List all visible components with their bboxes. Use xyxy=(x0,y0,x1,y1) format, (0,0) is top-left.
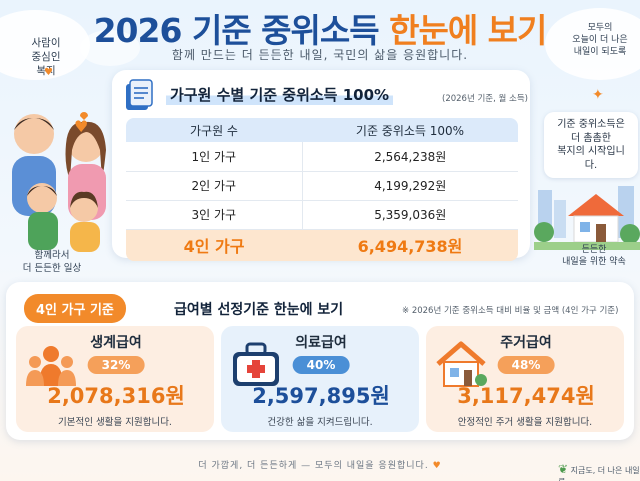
sparkle-icon: ✦ xyxy=(592,87,604,103)
table-header-row: 가구원 수 기준 중위소득 100% xyxy=(126,118,518,142)
page-subtitle: 함께 만드는 더 든든한 내일, 국민의 삶을 응원합니다. xyxy=(171,48,469,62)
benefit-percent-badge: 32% xyxy=(87,356,145,374)
top-left-note: 사람이 중심인 복지 xyxy=(31,37,61,78)
column-header: 기준 중위소득 100% xyxy=(302,118,518,142)
top-right-note: 모두의 오늘이 더 나은 내일이 되도록 xyxy=(572,23,628,58)
title-year: 2026 xyxy=(93,11,183,50)
cloud-decoration xyxy=(0,10,90,80)
footer-text: 더 가깝게, 더 든든하게 — 모두의 내일을 응원합니다. ♥ xyxy=(0,458,640,471)
benefit-card: 4인 가구 기준 급여별 선정기준 한눈에 보기 ※ 2026년 기준 중위소득… xyxy=(6,282,634,440)
right-speech-bubble: 기준 중위소득은 더 촘촘한 복지의 시작입니다. xyxy=(544,112,638,178)
table-row: 2인 가구 4,199,292원 xyxy=(126,171,518,201)
benefit-description: 건강한 삶을 지켜드립니다. xyxy=(267,417,373,428)
table-row: 3인 가구 5,359,036원 xyxy=(126,200,518,230)
benefit-section-title: 급여별 선정기준 한눈에 보기 xyxy=(174,302,344,318)
income-amount: 5,359,036원 xyxy=(302,200,518,230)
income-section-note: (2026년 기준, 월 소득) xyxy=(442,94,528,104)
cloud-decoration xyxy=(545,8,640,80)
benefit-percent-badge: 48% xyxy=(497,356,555,374)
footer-message: 더 가깝게, 더 든든하게 — 모두의 내일을 응원합니다. xyxy=(198,461,429,471)
medical-kit-icon xyxy=(233,342,279,386)
benefit-percent-badge: 40% xyxy=(292,356,350,374)
benefit-section-note: ※ 2026년 기준 중위소득 대비 비율 및 금액 (4인 가구 기준) xyxy=(402,306,619,316)
income-amount: 4,199,292원 xyxy=(302,171,518,201)
footer-right-note: ❦ 지금도, 더 나은 내일로 xyxy=(558,462,640,481)
benefit-name: 의료급여 xyxy=(295,335,347,351)
title-main: 기준 중위소득 xyxy=(191,11,380,50)
column-header: 가구원 수 xyxy=(126,118,302,142)
heart-icon: ♥ xyxy=(432,461,442,471)
right-caption: 든든한 내일을 위한 약속 xyxy=(562,245,626,268)
benefit-amount: 3,117,474원 xyxy=(457,384,595,408)
table-row: 1인 가구 2,564,238원 xyxy=(126,142,518,172)
household-size: 4인 가구 xyxy=(126,229,302,261)
benefit-living: 생계급여 32% 2,078,316원 기본적인 생활을 지원합니다. xyxy=(16,326,214,432)
benefit-amount: 2,078,316원 xyxy=(47,384,185,408)
benefit-housing: 주거급여 48% 3,117,474원 안정적인 주거 생활을 지원합니다. xyxy=(426,326,624,432)
cloud-decoration xyxy=(80,30,140,66)
benefit-description: 안정적인 주거 생활을 지원합니다. xyxy=(457,417,593,428)
footer-right-text: 지금도, 더 나은 내일로 xyxy=(558,466,640,481)
household-badge: 4인 가구 기준 xyxy=(24,294,126,323)
income-card: 가구원 수별 기준 중위소득 100% (2026년 기준, 월 소득) 가구원… xyxy=(112,70,530,261)
document-icon xyxy=(126,79,153,110)
benefit-amount: 2,597,895원 xyxy=(252,384,390,408)
title-highlight: 한눈에 보기 xyxy=(389,11,547,50)
household-size: 3인 가구 xyxy=(126,200,303,230)
house-city-illustration xyxy=(534,186,640,250)
benefit-description: 기본적인 생활을 지원합니다. xyxy=(58,417,172,428)
highlight-table-row: 4인 가구 6,494,738원 xyxy=(126,229,518,261)
household-size: 2인 가구 xyxy=(126,171,303,201)
house-icon xyxy=(436,341,487,387)
sprout-icon: ❦ xyxy=(558,462,569,476)
income-table: 가구원 수 기준 중위소득 100% 1인 가구 2,564,238원 2인 가… xyxy=(126,118,518,261)
page-title: 2026 기준 중위소득 한눈에 보기 xyxy=(0,4,640,52)
income-amount: 2,564,238원 xyxy=(302,142,518,172)
benefit-name: 생계급여 xyxy=(90,335,142,351)
benefit-medical: 의료급여 40% 2,597,895원 건강한 삶을 지켜드립니다. xyxy=(221,326,419,432)
household-size: 1인 가구 xyxy=(126,142,303,172)
income-section-title: 가구원 수별 기준 중위소득 100% xyxy=(166,84,394,105)
people-icon xyxy=(26,346,76,386)
heart-icon: ♥ xyxy=(44,67,53,78)
family-illustration xyxy=(12,112,106,252)
heart-icon: ♥ xyxy=(74,117,89,136)
income-amount: 6,494,738원 xyxy=(302,229,518,261)
family-caption: 함께라서 더 든든한 일상 xyxy=(22,250,82,274)
benefit-name: 주거급여 xyxy=(500,335,552,351)
